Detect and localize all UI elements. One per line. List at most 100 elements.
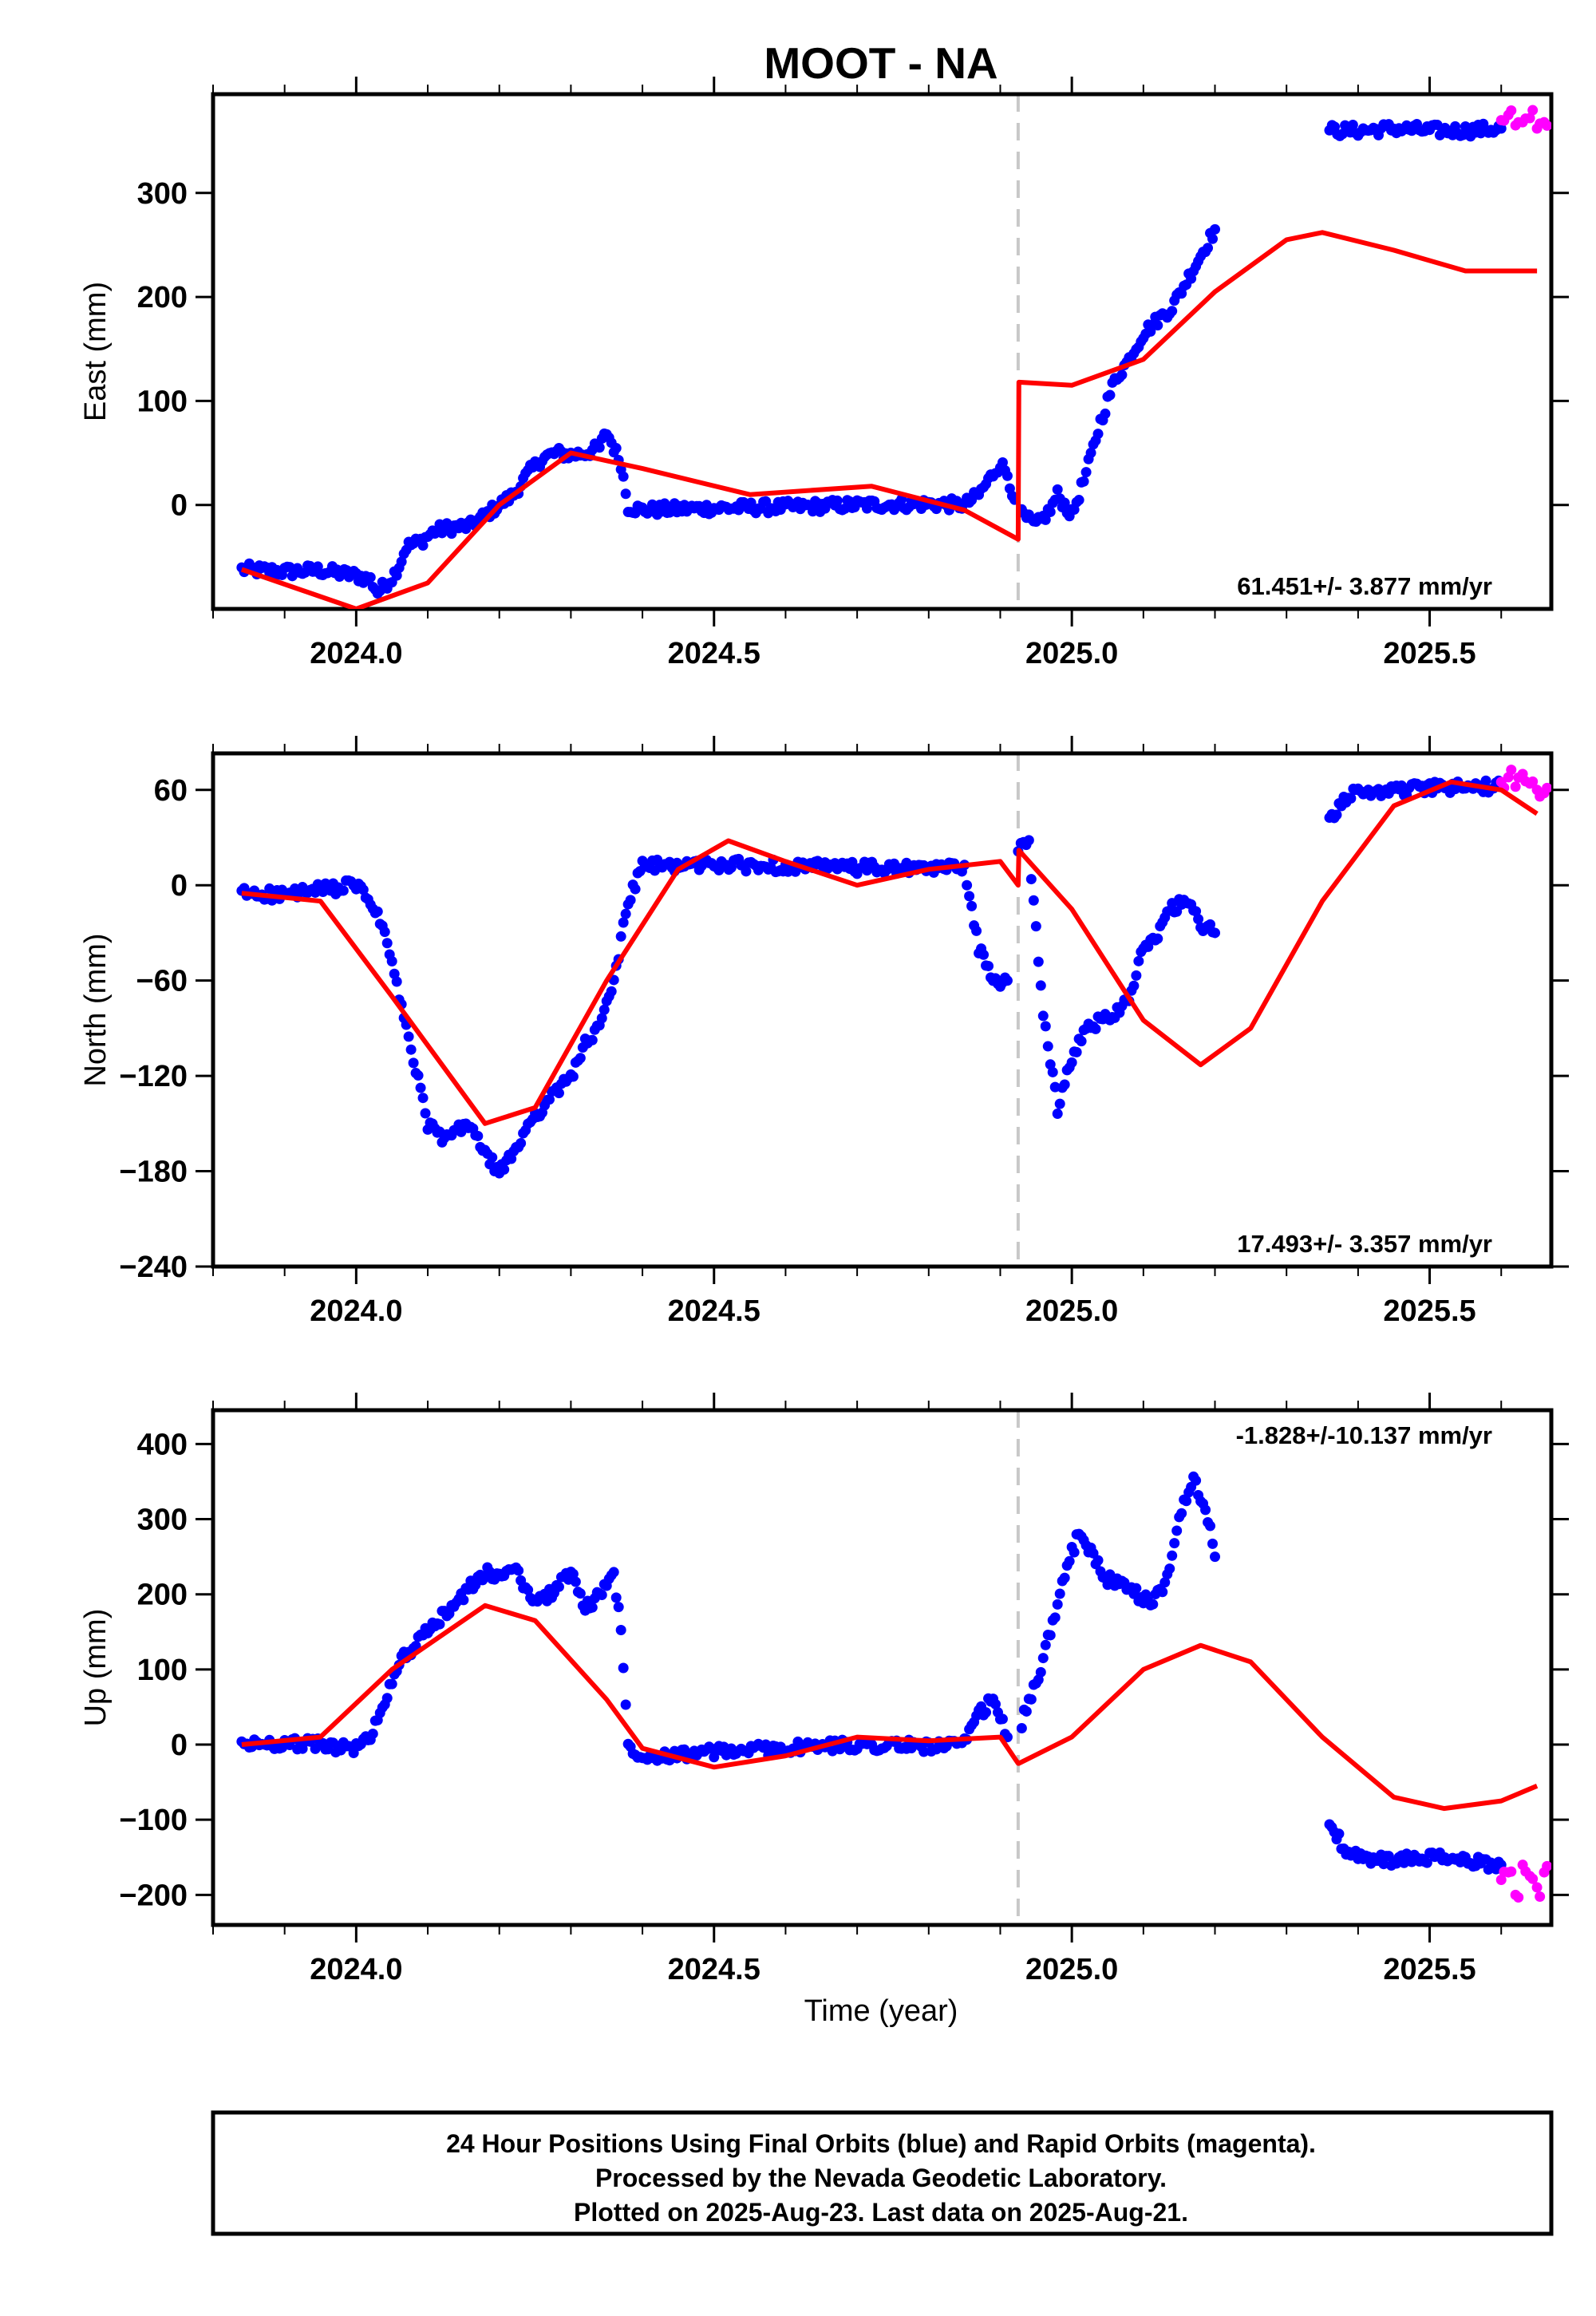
north-final-point (741, 866, 752, 877)
up-final-point (381, 1693, 393, 1704)
north-final-point (1037, 1010, 1049, 1022)
up-final-point (997, 1713, 1008, 1725)
up-final-point (613, 1602, 624, 1613)
footer-box (211, 2110, 1554, 2236)
up-final-point (620, 1699, 631, 1710)
east-final-point (861, 503, 872, 514)
up-x-tick-label: 2025.5 (1383, 1953, 1476, 1986)
north-final-point (1035, 980, 1046, 991)
up-final-point (523, 1584, 534, 1595)
north-final-point (606, 986, 617, 997)
east-final-point (417, 540, 429, 551)
east-final-point (832, 495, 843, 506)
up-y-axis-label: Up (mm) (79, 1609, 113, 1727)
north-final-point (417, 1093, 429, 1104)
north-final-point (596, 1013, 607, 1024)
north-final-point (567, 1071, 579, 1082)
east-rapid-point (1524, 113, 1535, 124)
up-final-point (981, 1707, 992, 1718)
up-final-point (434, 1618, 445, 1630)
up-y-tick-label: 200 (137, 1579, 188, 1612)
east-y-tick-label: 0 (171, 489, 188, 523)
east-final-point (1207, 233, 1219, 244)
north-final-point (472, 1130, 484, 1141)
north-rapid-point (1510, 781, 1521, 792)
up-final-point (1049, 1612, 1061, 1623)
east-final-point (1001, 470, 1013, 481)
north-panel: 2024.0 2024.5 2025.0 2025.5 60 0 −60 −120 −180 −2… (79, 736, 1569, 1328)
north-x-tick-label: 2025.5 (1383, 1294, 1476, 1328)
east-final-point (618, 471, 629, 482)
north-final-point (1030, 921, 1041, 932)
north-final-point (1071, 1046, 1082, 1057)
north-y-tick-label: 60 (154, 774, 188, 808)
north-final-point (971, 925, 982, 936)
east-data-layer (236, 105, 1551, 609)
east-final-point (1210, 223, 1221, 235)
up-rapid-point (1542, 1860, 1551, 1871)
north-final-point (962, 879, 973, 891)
north-model-curve (241, 779, 1539, 1126)
north-data-layer (236, 765, 1551, 1179)
up-rapid-point (1527, 1873, 1539, 1884)
east-final-point (1078, 476, 1089, 487)
north-final-point (1191, 906, 1202, 917)
north-final-point (1054, 1098, 1065, 1109)
up-final-point (1164, 1563, 1175, 1575)
north-final-point (408, 1057, 419, 1069)
north-final-point (587, 1034, 598, 1045)
north-final-point (358, 884, 369, 895)
up-rate-label: -1.828+/-10.137 mm/yr (1236, 1421, 1492, 1449)
up-final-point (1054, 1588, 1065, 1599)
north-final-point (1047, 1066, 1058, 1077)
east-final-point (1347, 119, 1358, 130)
north-final-point (630, 883, 641, 895)
east-y-tick-label: 200 (137, 281, 188, 314)
north-final-point (615, 931, 626, 942)
east-rapid-point (1506, 105, 1517, 116)
north-final-point (964, 891, 975, 902)
east-final-point (365, 571, 376, 583)
east-rapid-point (1542, 120, 1551, 131)
north-final-point (1193, 914, 1204, 925)
north-rapid-point (1506, 765, 1517, 776)
north-y-tick-label: −180 (119, 1156, 188, 1189)
up-final-point (1210, 1551, 1221, 1563)
up-rapid-point (1531, 1882, 1543, 1893)
up-final-point (513, 1565, 524, 1576)
up-final-point (386, 1678, 397, 1690)
east-model-curve (240, 230, 1538, 609)
north-y-tick-label: −120 (119, 1060, 188, 1093)
up-final-point (1052, 1599, 1063, 1610)
up-final-point (1169, 1538, 1180, 1549)
north-final-point (391, 976, 402, 987)
north-final-point (983, 960, 994, 971)
north-final-point (379, 927, 390, 938)
east-y-tick-label: 100 (137, 385, 188, 418)
east-x-tick-label: 2025.5 (1383, 637, 1476, 670)
east-panel: 2024.0 2024.5 2025.0 2025.5 0 100 200 300 East (… (79, 77, 1569, 670)
up-final-point (1157, 1587, 1168, 1598)
north-final-point (1133, 955, 1144, 966)
figure-title: MOOT - NA (764, 38, 998, 88)
up-y-tick-label: 400 (137, 1428, 188, 1461)
east-y-axis-label: East (mm) (79, 282, 113, 421)
north-y-tick-label: −240 (119, 1251, 188, 1284)
up-final-point (990, 1698, 1001, 1709)
east-rate-label: 61.451+/- 3.877 mm/yr (1237, 572, 1492, 600)
east-final-point (807, 506, 818, 517)
up-y-tick-label: 300 (137, 1504, 188, 1537)
east-final-point (1073, 495, 1084, 506)
east-x-tick-label: 2024.5 (668, 637, 760, 670)
up-panel: 2024.0 2024.5 2025.0 2025.5 400 300 200 100 0 −10… (79, 1393, 1569, 1986)
up-x-tick-label: 2025.0 (1025, 1953, 1118, 1986)
east-final-point (1052, 484, 1063, 495)
up-final-point (567, 1568, 579, 1579)
east-final-point (1080, 467, 1092, 478)
north-final-point (1131, 970, 1142, 981)
north-final-point (1076, 1036, 1087, 1047)
up-rapid-point (1513, 1892, 1524, 1903)
north-final-point (1023, 835, 1034, 846)
north-final-point (386, 956, 397, 967)
up-final-point (615, 1625, 626, 1636)
